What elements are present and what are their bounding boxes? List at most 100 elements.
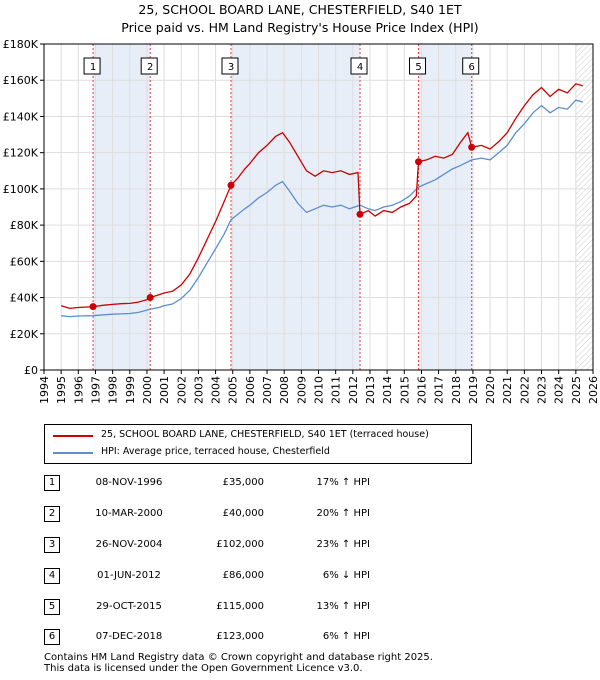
- x-tick-label: 2004: [210, 376, 223, 404]
- sale-marker-label: 5: [415, 62, 421, 73]
- x-tick-label: 2023: [536, 376, 549, 404]
- sale-number-badge: 6: [44, 629, 60, 645]
- sale-marker-label: 1: [90, 62, 96, 73]
- x-tick-label: 2016: [415, 376, 428, 404]
- y-tick-label: £120K: [3, 147, 39, 160]
- x-tick-label: 2026: [587, 376, 600, 404]
- x-tick-label: 2006: [244, 376, 257, 404]
- table-row: 5 29-OCT-2015 £115,000 13% ↑ HPI: [0, 599, 600, 619]
- x-tick-label: 2002: [175, 376, 188, 404]
- chart-legend: 25, SCHOOL BOARD LANE, CHESTERFIELD, S40…: [44, 424, 472, 464]
- x-tick-label: 2003: [192, 376, 205, 404]
- x-tick-label: 2025: [570, 376, 583, 404]
- x-tick-label: 1999: [124, 376, 137, 404]
- y-tick-label: £140K: [3, 110, 39, 123]
- x-tick-label: 2014: [381, 376, 394, 404]
- footer-attribution: Contains HM Land Registry data © Crown c…: [44, 652, 433, 674]
- table-row: 3 26-NOV-2004 £102,000 23% ↑ HPI: [0, 537, 600, 557]
- shaded-band: [418, 44, 472, 370]
- sale-marker-label: 3: [228, 62, 234, 73]
- sale-marker-label: 6: [469, 62, 475, 73]
- x-tick-label: 2021: [501, 376, 514, 404]
- x-tick-label: 2010: [313, 376, 326, 404]
- sale-number-badge: 5: [44, 599, 60, 615]
- sale-date: 10-MAR-2000: [95, 508, 163, 519]
- chart-title: 25, SCHOOL BOARD LANE, CHESTERFIELD, S40…: [138, 2, 462, 17]
- sale-marker-label: 4: [357, 62, 363, 73]
- sale-price: £115,000: [216, 601, 264, 612]
- sale-hpi-diff: 17% ↑ HPI: [316, 477, 370, 488]
- x-tick-label: 2012: [347, 376, 360, 404]
- x-tick-label: 2011: [330, 376, 343, 404]
- x-tick-label: 1995: [55, 376, 68, 404]
- sale-date: 07-DEC-2018: [95, 631, 163, 642]
- sale-price: £40,000: [222, 508, 264, 519]
- shaded-band: [231, 44, 361, 370]
- y-tick-label: £60K: [10, 255, 39, 268]
- sale-marker-box: [83, 57, 101, 75]
- table-row: 6 07-DEC-2018 £123,000 6% ↑ HPI: [0, 629, 600, 649]
- legend-label-hpi: HPI: Average price, terraced house, Ches…: [101, 446, 330, 457]
- sale-price: £35,000: [222, 477, 264, 488]
- sale-hpi-diff: 13% ↑ HPI: [316, 601, 370, 612]
- x-tick-label: 2005: [227, 376, 240, 404]
- sale-marker-box: [409, 57, 427, 75]
- y-tick-label: £20K: [10, 328, 39, 341]
- sale-date: 01-JUN-2012: [97, 570, 161, 581]
- footer-line-copyright: Contains HM Land Registry data © Crown c…: [44, 652, 433, 663]
- sale-marker-box: [221, 57, 239, 75]
- sale-point: [356, 210, 364, 218]
- chart-subtitle: Price paid vs. HM Land Registry's House …: [121, 20, 479, 35]
- y-tick-label: £160K: [3, 74, 39, 87]
- y-tick-label: £0: [24, 364, 38, 377]
- x-tick-label: 2018: [450, 376, 463, 404]
- sale-point: [146, 294, 154, 302]
- x-tick-label: 2009: [295, 376, 308, 404]
- x-tick-label: 2000: [141, 376, 154, 404]
- footer-line-licence: This data is licensed under the Open Gov…: [44, 663, 363, 674]
- y-tick-label: £180K: [3, 38, 39, 51]
- sale-hpi-diff: 23% ↑ HPI: [316, 539, 370, 550]
- legend-item-hpi: HPI: Average price, terraced house, Ches…: [45, 445, 471, 461]
- table-row: 4 01-JUN-2012 £86,000 6% ↓ HPI: [0, 568, 600, 588]
- sale-number-badge: 2: [44, 506, 60, 522]
- x-tick-label: 1994: [38, 376, 51, 404]
- sale-number-badge: 1: [44, 475, 60, 491]
- sale-number-badge: 4: [44, 568, 60, 584]
- y-tick-label: £100K: [3, 183, 39, 196]
- x-tick-label: 2007: [261, 376, 274, 404]
- x-tick-label: 2020: [484, 376, 497, 404]
- y-tick-label: £40K: [10, 292, 39, 305]
- x-tick-label: 1996: [72, 376, 85, 404]
- sale-marker-box: [350, 57, 368, 75]
- y-tick-label: £80K: [10, 219, 39, 232]
- hpi-series-line: [61, 99, 583, 318]
- sale-hpi-diff: 6% ↓ HPI: [322, 570, 370, 581]
- sale-point: [468, 143, 476, 151]
- legend-item-property: 25, SCHOOL BOARD LANE, CHESTERFIELD, S40…: [45, 428, 471, 444]
- table-row: 1 08-NOV-1996 £35,000 17% ↑ HPI: [0, 475, 600, 495]
- legend-line-property: [53, 435, 93, 437]
- sale-hpi-diff: 6% ↑ HPI: [322, 631, 370, 642]
- sale-marker-label: 2: [147, 62, 153, 73]
- price-chart: 1 2 3 4 5 6 £0 £20K £40K £60K £80K £100K £120K £140K…: [3, 38, 600, 404]
- x-tick-label: 2019: [467, 376, 480, 404]
- sale-date: 26-NOV-2004: [95, 539, 163, 550]
- x-tick-label: 2017: [433, 376, 446, 404]
- sale-price: £123,000: [216, 631, 264, 642]
- sale-marker-box: [462, 57, 480, 75]
- x-tick-label: 2001: [158, 376, 171, 404]
- sale-point: [415, 158, 423, 166]
- sale-hpi-diff: 20% ↑ HPI: [316, 508, 370, 519]
- shaded-band: [93, 44, 151, 370]
- x-tick-label: 2013: [364, 376, 377, 404]
- forecast-hatch-region: [575, 44, 593, 370]
- sale-point: [227, 181, 235, 189]
- sale-marker-box: [140, 57, 158, 75]
- sale-price: £86,000: [222, 570, 264, 581]
- table-row: 2 10-MAR-2000 £40,000 20% ↑ HPI: [0, 506, 600, 526]
- sale-date: 08-NOV-1996: [95, 477, 163, 488]
- x-tick-label: 2015: [398, 376, 411, 404]
- legend-label-property: 25, SCHOOL BOARD LANE, CHESTERFIELD, S40…: [101, 429, 429, 440]
- x-tick-label: 2024: [553, 376, 566, 404]
